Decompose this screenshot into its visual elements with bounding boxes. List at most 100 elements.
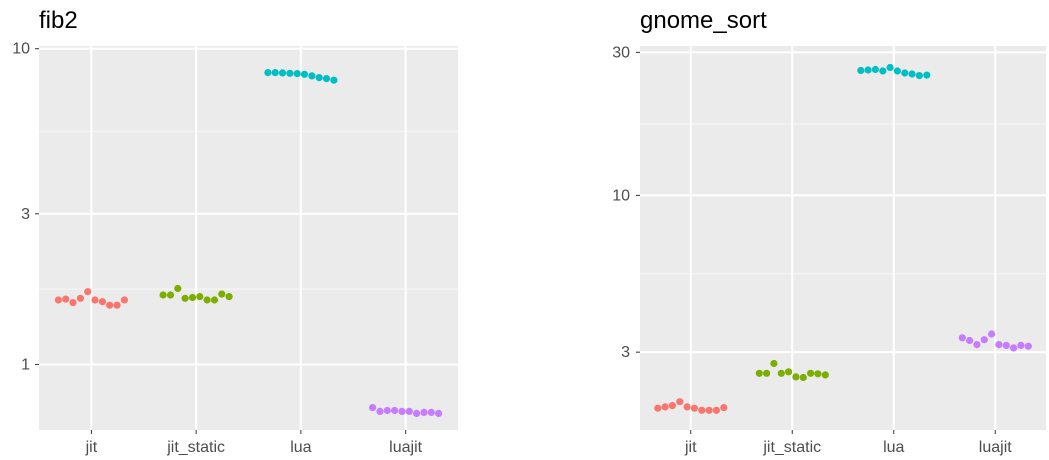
data-point-jit-static (807, 369, 815, 377)
data-point-jit (712, 406, 721, 414)
data-point-lua (871, 65, 880, 74)
y-tick-label: 10 (612, 187, 630, 204)
data-point-luajit (1024, 342, 1032, 350)
data-point-lua (286, 69, 294, 77)
data-point-luajit (435, 409, 443, 417)
data-point-jit (84, 288, 92, 296)
data-point-lua (923, 71, 931, 79)
data-point-jit-static (196, 293, 204, 301)
data-point-jit-static (777, 369, 785, 377)
data-point-luajit (376, 407, 384, 415)
y-tick-label: 3 (621, 344, 630, 361)
data-point-lua (908, 70, 916, 78)
data-point-jit (54, 296, 63, 304)
data-point-jit (69, 299, 77, 307)
data-point-luajit (420, 408, 428, 416)
data-point-jit (113, 301, 121, 309)
data-point-jit (106, 301, 114, 309)
data-point-luajit (973, 341, 981, 349)
data-point-luajit (988, 330, 996, 338)
data-point-lua (322, 75, 331, 83)
data-point-jit-static (159, 291, 167, 299)
data-point-jit-static (785, 368, 793, 376)
data-point-jit (98, 298, 106, 306)
data-point-luajit (369, 404, 377, 412)
y-tick-label: 1 (21, 356, 30, 373)
y-tick-label: 3 (21, 206, 30, 223)
data-point-jit-static (792, 373, 800, 381)
data-point-lua (893, 67, 902, 75)
x-tick-label-lua: lua (290, 439, 311, 456)
data-point-jit-static (814, 370, 822, 378)
data-point-lua (300, 70, 309, 78)
y-tick-label: 10 (12, 41, 30, 58)
data-point-jit (698, 406, 706, 414)
x-tick-label-jit: jit (85, 439, 98, 456)
data-point-lua (308, 72, 316, 80)
data-point-lua (886, 63, 894, 72)
x-tick-label-lua: lua (883, 439, 904, 456)
plot-background (640, 46, 1046, 430)
data-point-jit (676, 398, 684, 406)
data-point-lua (278, 69, 287, 77)
data-point-jit (720, 404, 728, 412)
plot-background (39, 46, 458, 430)
data-point-luajit (413, 409, 421, 417)
data-point-lua (857, 66, 865, 75)
data-point-lua (879, 67, 887, 75)
data-point-luajit (398, 407, 406, 415)
data-point-jit-static (181, 294, 189, 302)
data-point-luajit (427, 408, 435, 416)
chart-title: gnome_sort (640, 7, 767, 34)
data-point-jit-static (218, 290, 226, 298)
data-point-luajit (1017, 341, 1025, 349)
data-point-luajit (966, 336, 974, 345)
data-point-jit-static (174, 284, 182, 293)
data-point-luajit (958, 334, 966, 342)
x-tick-label-jit-static: jit_static (762, 439, 821, 456)
x-tick-label-jit: jit (684, 439, 697, 456)
data-point-luajit (383, 406, 391, 415)
data-point-jit-static (763, 369, 771, 377)
data-point-lua (271, 69, 279, 77)
panel-gnome-sort: gnome_sort 3 10 30 jit jit_static lua luajit (612, 7, 1046, 456)
data-point-jit-static (225, 293, 233, 301)
data-point-jit-static (821, 371, 829, 379)
data-point-luajit (1002, 341, 1010, 349)
y-tick-label: 30 (612, 44, 630, 61)
data-point-jit (705, 406, 713, 414)
x-tick-label-jit-static: jit_static (166, 439, 225, 456)
data-point-jit-static (799, 373, 807, 382)
data-point-luajit (405, 407, 413, 415)
data-point-lua (864, 66, 872, 74)
data-point-luajit (1010, 344, 1018, 352)
data-point-lua (293, 70, 301, 78)
data-point-lua (315, 74, 323, 82)
data-point-luajit (980, 336, 988, 344)
data-point-jit-static (188, 293, 197, 302)
chart-title: fib2 (39, 7, 78, 34)
data-point-luajit (391, 406, 399, 415)
data-point-jit (690, 404, 699, 412)
data-point-lua (915, 72, 924, 80)
x-tick-label-luajit: luajit (979, 439, 1012, 456)
data-point-jit-static (203, 296, 211, 304)
data-point-jit (654, 404, 662, 412)
data-point-jit (683, 403, 691, 411)
x-tick-label-luajit: luajit (389, 439, 422, 456)
data-point-jit (76, 294, 84, 302)
data-point-jit (668, 402, 677, 410)
data-point-jit (62, 295, 70, 303)
data-point-jit-static (210, 296, 219, 304)
data-point-jit-static (166, 291, 175, 299)
data-point-jit (91, 296, 99, 304)
data-point-lua (264, 69, 272, 77)
data-point-jit-static (770, 359, 778, 368)
panel-fib2: fib2 1 3 10 jit jit_static lua luajit (12, 7, 458, 456)
data-point-luajit (995, 341, 1003, 349)
data-point-jit (120, 296, 128, 304)
data-point-jit-static (755, 369, 763, 377)
data-point-lua (901, 69, 909, 77)
data-point-jit (661, 403, 669, 411)
